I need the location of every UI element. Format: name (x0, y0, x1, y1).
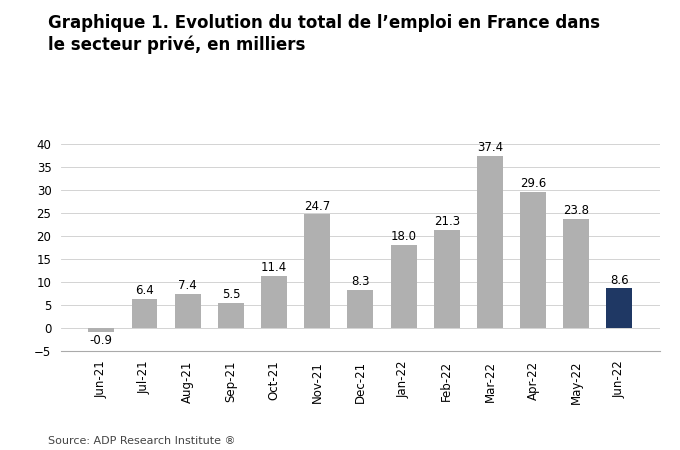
Bar (434, 230, 460, 328)
Bar (261, 275, 287, 328)
Text: 7.4: 7.4 (178, 279, 197, 292)
Text: 11.4: 11.4 (261, 261, 287, 274)
Text: 8.6: 8.6 (610, 274, 629, 287)
Bar (175, 294, 201, 328)
Bar (131, 298, 158, 328)
Text: 21.3: 21.3 (434, 215, 460, 228)
Text: 6.4: 6.4 (135, 284, 154, 297)
Text: Source: ADP Research Institute ®: Source: ADP Research Institute ® (48, 436, 235, 446)
Text: 24.7: 24.7 (304, 199, 330, 212)
Text: 5.5: 5.5 (222, 288, 240, 301)
Text: 8.3: 8.3 (351, 275, 370, 288)
Bar (520, 192, 546, 328)
Bar (477, 156, 503, 328)
Bar (304, 214, 330, 328)
Text: 29.6: 29.6 (520, 177, 546, 190)
Text: 18.0: 18.0 (390, 230, 417, 243)
Bar (607, 288, 632, 328)
Text: Graphique 1. Evolution du total de l’emploi en France dans
le secteur privé, en : Graphique 1. Evolution du total de l’emp… (48, 14, 600, 54)
Text: 37.4: 37.4 (477, 141, 503, 154)
Bar (218, 303, 244, 328)
Bar (347, 290, 373, 328)
Text: 23.8: 23.8 (563, 204, 590, 217)
Bar (88, 328, 114, 332)
Text: -0.9: -0.9 (90, 334, 113, 347)
Bar (390, 245, 417, 328)
Bar (563, 219, 590, 328)
